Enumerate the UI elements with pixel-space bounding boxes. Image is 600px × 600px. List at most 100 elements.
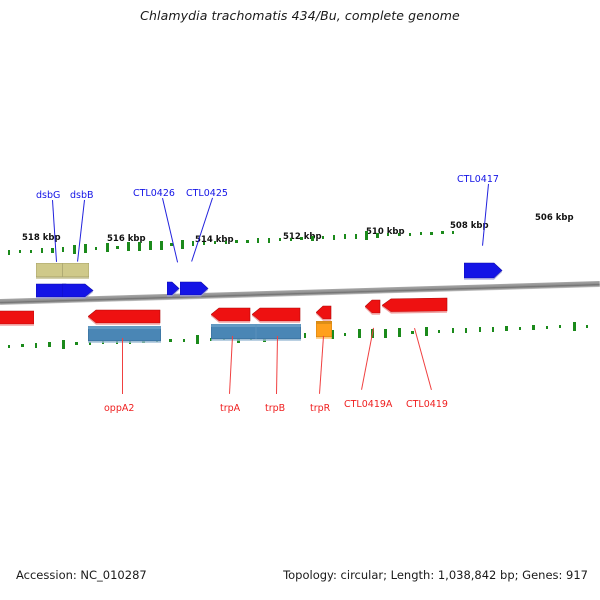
gene-density-tick	[51, 247, 54, 253]
gene-arrow-dsbB[interactable]	[62, 283, 94, 300]
gene-density-tick	[408, 232, 412, 236]
ruler-tick-label: 514 kbp	[195, 235, 234, 245]
genome-stats-status: Topology: circular; Length: 1,038,842 bp…	[283, 568, 588, 582]
leader-line	[361, 327, 374, 391]
gene-density-tick	[419, 232, 422, 235]
gene-density-tick	[83, 244, 87, 254]
gene-arrow-partial-left[interactable]	[0, 310, 34, 327]
ruler-tick-label: 512 kbp	[283, 232, 322, 242]
gene-arrow-CTL0419A[interactable]	[365, 299, 381, 316]
gene-density-tick	[411, 330, 414, 334]
leader-line	[229, 335, 233, 395]
gene-density-tick	[289, 237, 292, 241]
gene-density-tick	[192, 241, 195, 247]
gene-density-tick	[545, 325, 549, 329]
gene-density-tick	[8, 249, 11, 255]
gene-density-tick	[34, 342, 38, 348]
gene-density-tick	[181, 239, 185, 249]
gene-density-tick	[311, 235, 314, 241]
gene-arrow-trpA[interactable]	[211, 307, 251, 324]
gene-density-tick	[357, 329, 361, 339]
gene-density-tick	[75, 342, 78, 346]
gene-density-tick	[478, 327, 481, 333]
gene-density-tick	[365, 231, 369, 241]
gene-label-dsbB[interactable]: dsbB	[70, 190, 94, 201]
gene-arrow-CTL0426[interactable]	[167, 281, 180, 298]
domain-box-tan[interactable]	[36, 263, 89, 279]
gene-density-tick	[387, 233, 390, 237]
gene-density-tick	[343, 234, 347, 240]
gene-density-tick	[438, 329, 441, 333]
leader-line	[319, 335, 324, 394]
gene-density-tick	[235, 240, 238, 244]
gene-density-tick	[196, 335, 200, 344]
gene-density-tick	[559, 325, 562, 329]
gene-density-tick	[397, 232, 401, 236]
gene-density-tick	[213, 241, 217, 245]
gene-density-tick	[518, 326, 522, 330]
gene-density-tick	[105, 243, 109, 253]
gene-density-tick	[376, 232, 379, 238]
domain-box-trpR[interactable]	[316, 321, 332, 339]
gene-label-CTL0426[interactable]: CTL0426	[133, 188, 175, 199]
gene-density-tick	[246, 239, 249, 243]
gene-label-oppA2[interactable]: oppA2	[104, 403, 135, 414]
gene-arrow-trpR[interactable]	[316, 305, 332, 322]
ruler-tick-label: 508 kbp	[450, 221, 489, 231]
gene-density-tick	[257, 238, 260, 244]
gene-density-tick	[267, 237, 271, 243]
leader-line	[414, 328, 432, 391]
accession-status: Accession: NC_010287	[16, 568, 147, 582]
leader-line	[162, 198, 178, 263]
gene-density-tick	[62, 247, 65, 253]
gene-density-tick	[424, 327, 428, 337]
gene-density-tick	[532, 325, 535, 331]
ruler-tick-label: 506 kbp	[535, 213, 574, 223]
gene-density-tick	[491, 326, 495, 332]
gene-arrow-oppA2[interactable]	[88, 309, 161, 326]
gene-density-tick	[182, 338, 186, 342]
gene-density-tick	[18, 250, 22, 253]
gene-density-tick	[344, 332, 347, 336]
gene-density-tick	[116, 245, 119, 249]
gene-density-tick	[586, 324, 589, 328]
gene-arrow-CTL0419[interactable]	[382, 297, 448, 315]
gene-density-tick	[397, 328, 401, 337]
gene-density-tick	[465, 327, 468, 333]
gene-label-CTL0419A[interactable]: CTL0419A	[344, 399, 393, 410]
gene-label-trpR[interactable]: trpR	[310, 403, 331, 414]
gene-arrow-CTL0417[interactable]	[464, 262, 503, 281]
gene-label-CTL0417[interactable]: CTL0417	[457, 174, 499, 185]
gene-density-tick	[452, 230, 455, 234]
gene-density-tick	[430, 231, 433, 235]
leader-line	[122, 338, 123, 394]
gene-density-tick	[278, 238, 282, 242]
gene-arrow-CTL0425[interactable]	[180, 281, 209, 298]
gene-density-tick	[61, 339, 65, 349]
gene-density-tick	[8, 344, 11, 348]
leader-line	[482, 183, 489, 247]
leader-line	[275, 335, 278, 394]
gene-density-tick	[572, 322, 576, 331]
gene-density-tick	[88, 341, 92, 345]
gene-label-CTL0419[interactable]: CTL0419	[406, 399, 448, 410]
domain-bar-trpAB[interactable]	[211, 324, 301, 341]
gene-arrow-trpB[interactable]	[252, 307, 301, 324]
gene-density-tick	[224, 240, 227, 244]
gene-density-tick	[451, 328, 454, 334]
gene-density-tick	[441, 231, 444, 234]
gene-label-CTL0425[interactable]: CTL0425	[186, 188, 228, 199]
gene-label-dsbG[interactable]: dsbG	[36, 190, 61, 201]
gene-density-tick	[322, 236, 325, 240]
gene-density-tick	[138, 241, 141, 251]
ruler-tick-label: 510 kbp	[366, 227, 405, 237]
ruler-tick-label: 516 kbp	[107, 234, 146, 244]
gene-density-tick	[170, 243, 173, 247]
gene-label-trpA[interactable]: trpA	[220, 403, 241, 414]
gene-label-trpB[interactable]: trpB	[265, 403, 286, 414]
leader-line	[191, 197, 213, 263]
page-title: Chlamydia trachomatis 434/Bu, complete g…	[140, 8, 460, 23]
domain-bar-oppA2[interactable]	[88, 326, 161, 343]
gene-density-tick	[384, 328, 388, 338]
